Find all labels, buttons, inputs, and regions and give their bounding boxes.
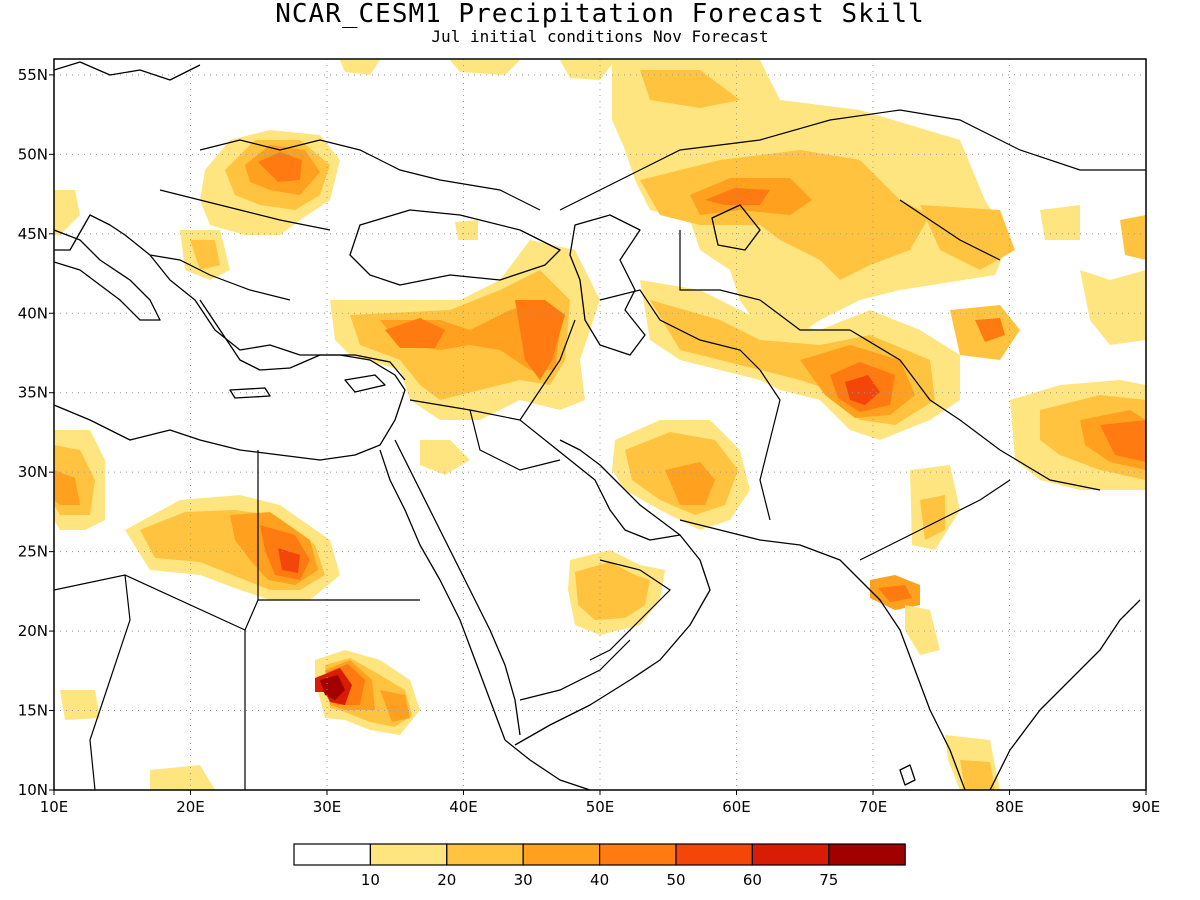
- skill-region-gujarat: [870, 465, 1000, 790]
- map-subtitle: Jul initial conditions Nov Forecast: [431, 27, 769, 46]
- lon-tick-label: 20E: [176, 798, 205, 816]
- skill-region-kazakhstan: [612, 60, 1015, 340]
- colorbar-label: 40: [590, 871, 609, 889]
- lat-tick-label: 35N: [18, 384, 48, 402]
- skill-region-tibet: [1010, 215, 1146, 490]
- lon-tick-label: 60E: [722, 798, 751, 816]
- colorbar: 10 20 30 40 50 60 75: [293, 843, 906, 889]
- lon-tick-label: 80E: [995, 798, 1024, 816]
- lat-tick-label: 45N: [18, 225, 48, 243]
- lat-tick-label: 15N: [18, 702, 48, 720]
- skill-region-hungary: [180, 130, 340, 280]
- lat-tick-label: 40N: [18, 304, 48, 322]
- skill-region-afghanistan: [640, 280, 1020, 440]
- lon-tick-label: 90E: [1132, 798, 1161, 816]
- colorbar-swatch: [675, 843, 754, 866]
- lat-tick-label: 10N: [18, 781, 48, 799]
- colorbar-label: 20: [437, 871, 456, 889]
- skill-region-iran: [612, 420, 750, 530]
- colorbar-swatch: [369, 843, 448, 866]
- lat-tick-label: 50N: [18, 145, 48, 163]
- country-borders: [54, 109, 1146, 790]
- colorbar-label: 50: [666, 871, 685, 889]
- lat-tick-label: 55N: [18, 66, 48, 84]
- lat-lon-grid: [54, 59, 1146, 790]
- colorbar-swatch: [293, 843, 372, 866]
- skill-region-turkey: [330, 240, 600, 420]
- colorbar-swatch: [751, 843, 830, 866]
- map-title: NCAR_CESM1 Precipitation Forecast Skill: [275, 0, 925, 29]
- lat-tick-label: 20N: [18, 622, 48, 640]
- skill-region-oman: [568, 550, 665, 635]
- skill-region-misc: [54, 60, 1080, 790]
- longitude-labels: 10E 20E 30E 40E 50E 60E 70E 80E 90E: [40, 790, 1161, 816]
- coastlines: [54, 61, 1141, 790]
- lon-tick-label: 50E: [586, 798, 615, 816]
- lat-tick-label: 30N: [18, 463, 48, 481]
- lon-tick-label: 30E: [313, 798, 342, 816]
- skill-region-egypt: [54, 430, 340, 600]
- lon-tick-label: 70E: [859, 798, 888, 816]
- skill-region-sudan: [315, 650, 420, 735]
- colorbar-label: 60: [743, 871, 762, 889]
- colorbar-swatch: [598, 843, 677, 866]
- colorbar-swatch: [522, 843, 601, 866]
- lon-tick-label: 40E: [449, 798, 478, 816]
- colorbar-label: 30: [514, 871, 533, 889]
- colorbar-swatch: [828, 843, 906, 866]
- lat-tick-label: 25N: [18, 543, 48, 561]
- latitude-labels: 10N 15N 20N 25N 30N 35N 40N 45N 50N 55N: [18, 66, 54, 799]
- skill-shading: [54, 60, 1146, 790]
- colorbar-swatch: [446, 843, 524, 866]
- colorbar-label: 10: [361, 871, 380, 889]
- colorbar-label: 75: [819, 871, 838, 889]
- lon-tick-label: 10E: [40, 798, 69, 816]
